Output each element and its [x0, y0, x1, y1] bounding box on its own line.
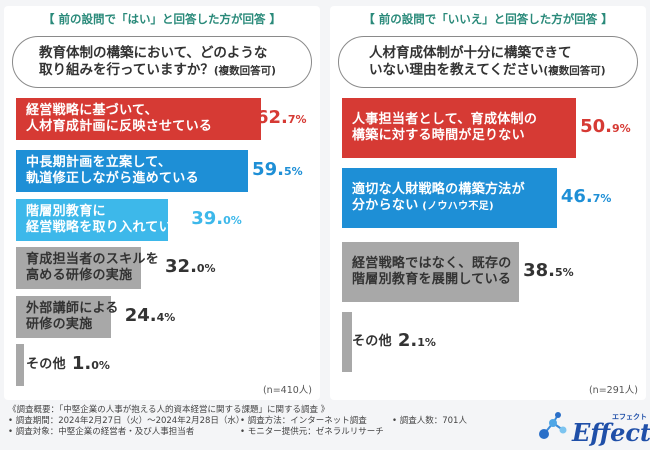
right-value-label-3: 2.1%: [398, 330, 436, 351]
right-question: 人材育成体制が十分に構築できて いない理由を教えてください(複数回答可): [338, 36, 638, 88]
right-sample-size: (n=291人): [588, 385, 638, 396]
left-sample-size: (n=410人): [262, 385, 312, 396]
right-value-label-1: 46.7%: [561, 186, 612, 207]
right-bar-3: [342, 312, 352, 372]
left-value-int-4: 24.: [124, 305, 157, 326]
right-bar-label-1: 適切な人財戦略の構築方法が 分からない (ノウハウ不足): [352, 182, 525, 213]
right-bar-label-3: その他: [352, 334, 392, 349]
right-question-line1: 人材育成体制が十分に構築できて: [369, 45, 572, 61]
right-value-dec-1: 7%: [592, 192, 612, 205]
right-question-line2: いない理由を教えてください(複数回答可): [369, 62, 637, 80]
left-value-dec-5: 0%: [91, 359, 110, 372]
right-value-dec-3: 1%: [417, 336, 436, 349]
right-bar-label-2: 経営戦略ではなく、既存の 階層別教育を展開している: [352, 256, 512, 287]
left-value-int-2: 39.: [191, 208, 224, 229]
logo-kana: エフェクト: [612, 413, 647, 421]
left-bar-label-1: 中長期計画を立案して、 軌道修正しながら進めている: [26, 155, 199, 186]
left-panel: 【 前の設問で「はい」と回答した方が回答 】 教育体制の構築において、どのような…: [4, 6, 320, 400]
right-value-int-3: 2.: [397, 330, 418, 351]
left-bar-1: [16, 150, 249, 192]
left-value-dec-2: 0%: [223, 214, 242, 227]
right-panel: 【 前の設問で「いいえ」と回答した方が回答 】 人材育成体制が十分に構築できて …: [330, 6, 646, 400]
left-bar-label-5: その他: [26, 357, 66, 372]
left-bar-label-0: 経営戦略に基づいて、 人材育成計画に反映させている: [26, 103, 213, 134]
footer-period: • 調査期間：2024年2月27日（火）～2024年2月28日（水）: [8, 416, 245, 426]
left-question-line1: 教育体制の構築において、どのような: [39, 45, 268, 61]
right-bar-note-1: (ノウハウ不足): [418, 201, 494, 212]
right-bar-2: [342, 242, 520, 302]
left-value-dec-1: 5%: [283, 165, 303, 178]
right-value-int-2: 38.: [523, 260, 555, 281]
left-question-line2-text: 取り組みを行っていますか？: [39, 62, 214, 78]
right-question-note: (複数回答可): [543, 65, 606, 77]
footer-overview: 《調査概要：「中堅企業の人事が抱える人的資本経営に関する課題」に関する調査 》: [8, 405, 330, 415]
left-bar-0: [16, 98, 261, 140]
right-condition: 【 前の設問で「いいえ」と回答した方が回答 】: [363, 12, 613, 26]
left-value-label-1: 59.5%: [252, 159, 303, 180]
effect-logo: エフェクト Effect: [536, 410, 650, 447]
right-value-int-1: 46.: [560, 186, 593, 207]
footer-monitor: • モニター提供元：ゼネラルリサーチ: [240, 427, 384, 437]
left-value-label-5: 1.0%: [72, 353, 110, 374]
left-value-dec-0: 7%: [287, 113, 307, 126]
right-bar-0: [342, 98, 577, 158]
left-bar-label-2: 階層別教育に 経営戦略を取り入れている: [26, 204, 186, 235]
left-value-int-3: 32.: [165, 256, 197, 277]
left-bar-4: [16, 296, 112, 338]
footer-method: • 調査方法：インターネット調査: [240, 416, 367, 426]
left-bar-label-3: 育成担当者のスキルを 高める研修の実施: [26, 252, 160, 283]
footer-target: • 調査対象：中堅企業の経営者・及び人事担当者: [8, 427, 195, 437]
left-value-dec-3: 0%: [196, 262, 216, 275]
left-value-label-0: 62.7%: [256, 107, 307, 128]
footer-count: • 調査人数：701人: [392, 416, 467, 426]
left-value-label-2: 39.0%: [191, 208, 242, 229]
left-bar-3: [16, 247, 141, 289]
right-question-line2-text: いない理由を教えてください: [369, 62, 544, 78]
right-bar-label-0: 人事担当者として、育成体制の 構築に対する時間が足りない: [352, 112, 538, 143]
right-value-int-0: 50.: [580, 116, 613, 137]
left-value-label-4: 24.4%: [125, 305, 176, 326]
left-value-int-1: 59.: [252, 159, 284, 180]
left-value-int-0: 62.: [256, 107, 288, 128]
left-bar-2: [16, 199, 169, 241]
left-bar-5: [16, 344, 24, 386]
left-question-line2: 取り組みを行っていますか？(複数回答可): [39, 62, 311, 80]
logo-word: Effect: [572, 418, 650, 447]
molecule-logo-icon: [539, 412, 567, 439]
left-value-int-5: 1.: [71, 353, 92, 374]
right-value-label-2: 38.5%: [523, 260, 574, 281]
left-value-dec-4: 4%: [156, 311, 176, 324]
right-value-dec-0: 9%: [612, 122, 631, 135]
left-bar-label-4: 外部講師による 研修の実施: [26, 301, 119, 332]
right-bar-1: [342, 168, 557, 228]
left-question: 教育体制の構築において、どのような 取り組みを行っていますか？(複数回答可): [12, 36, 312, 88]
left-question-note: (複数回答可): [213, 65, 276, 77]
left-condition: 【 前の設問で「はい」と回答した方が回答 】: [42, 12, 281, 26]
right-value-dec-2: 5%: [554, 266, 574, 279]
left-value-label-3: 32.0%: [165, 256, 216, 277]
right-value-label-0: 50.9%: [580, 116, 631, 137]
